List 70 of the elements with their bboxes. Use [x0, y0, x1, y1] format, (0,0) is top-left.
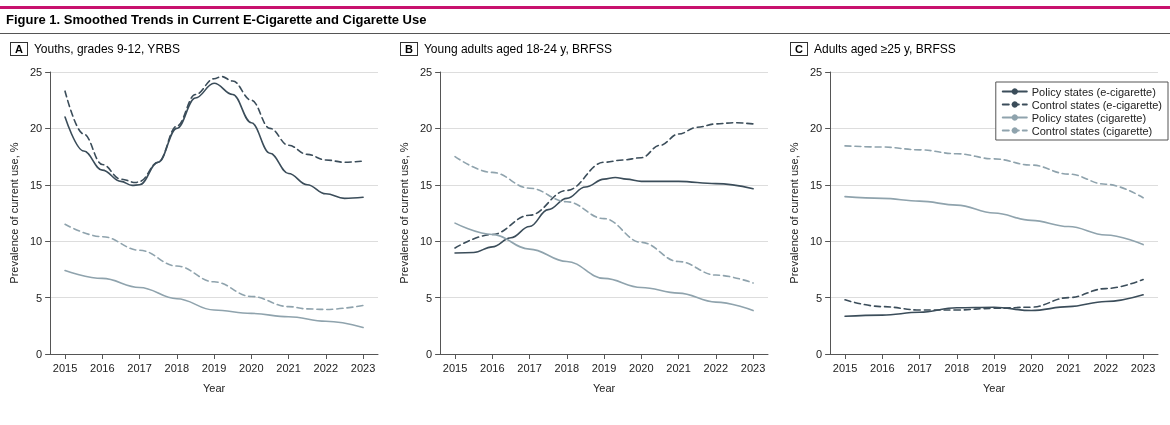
- line-series: [454, 155, 754, 284]
- x-tick-label: 2019: [981, 361, 1007, 374]
- x-tick-label: 2021: [276, 361, 301, 374]
- line-series: [64, 223, 364, 311]
- y-tick-label: 15: [809, 178, 823, 191]
- y-tick-label: 0: [36, 348, 43, 360]
- x-tick-label: 2016: [480, 361, 505, 374]
- x-tick-label: 2023: [1130, 361, 1156, 374]
- x-tick-label: 2017: [517, 361, 542, 374]
- line-series: [454, 121, 754, 249]
- x-axis-title: Year: [202, 381, 226, 394]
- chart-subtitle: A: [10, 42, 28, 56]
- y-tick-label: 20: [419, 122, 433, 135]
- y-tick-label: 15: [29, 178, 43, 191]
- chart-subtitle: B: [400, 42, 418, 56]
- legend-label: Policy states (cigarette): [1031, 111, 1147, 124]
- x-tick-label: 2016: [870, 361, 895, 374]
- x-tick-label: 2019: [201, 361, 227, 374]
- x-tick-label: 2022: [703, 361, 729, 374]
- y-tick-label: 5: [816, 291, 823, 304]
- y-tick-label: 25: [29, 66, 43, 78]
- y-tick-label: 20: [29, 122, 43, 135]
- x-tick-label: 2018: [554, 361, 580, 374]
- x-tick-label: 2017: [127, 361, 152, 374]
- y-tick-label: 10: [419, 235, 433, 248]
- x-tick-label: 2017: [907, 361, 932, 374]
- x-axis-title: Year: [982, 381, 1006, 394]
- y-tick-label: 5: [36, 291, 43, 304]
- chart-title: Young adults aged 18-24 y, BRFSS: [423, 42, 613, 56]
- line-series: [844, 145, 1144, 199]
- x-tick-label: 2020: [1019, 361, 1044, 374]
- chart-title: Youths, grades 9-12, YRBS: [33, 42, 181, 56]
- x-tick-label: 2023: [350, 361, 376, 374]
- chart-title: Adults aged ≥25 y, BRFSS: [813, 42, 956, 56]
- x-tick-label: 2016: [90, 361, 115, 374]
- legend-label: Control states (e-cigarette): [1031, 98, 1162, 111]
- y-tick-label: 5: [426, 291, 433, 304]
- chart-subtitle: C: [790, 42, 808, 56]
- y-tick-label: 25: [809, 66, 823, 78]
- line-series: [454, 176, 754, 254]
- y-tick-label: 25: [419, 66, 433, 78]
- y-tick-label: 0: [426, 348, 433, 360]
- x-tick-label: 2021: [1056, 361, 1081, 374]
- caption: Figure 1. Smoothed Trends in Current E-Cigarette and Cigarette Use: [0, 6, 1170, 34]
- x-tick-label: 2019: [591, 361, 617, 374]
- y-axis-title: Prevalence of current use, %: [397, 142, 410, 284]
- x-tick-label: 2020: [239, 361, 264, 374]
- line-series: [844, 195, 1144, 246]
- x-tick-label: 2020: [629, 361, 654, 374]
- x-tick-label: 2023: [740, 361, 766, 374]
- legend-label: Control states (cigarette): [1031, 124, 1153, 137]
- line-series: [64, 269, 364, 329]
- y-tick-label: 15: [419, 178, 433, 191]
- legend-label: Policy states (e-cigarette): [1031, 85, 1156, 98]
- x-tick-label: 2015: [52, 361, 78, 374]
- y-axis-title: Prevalence of current use, %: [787, 142, 800, 284]
- y-tick-label: 10: [809, 235, 823, 248]
- y-tick-label: 10: [29, 235, 43, 248]
- x-tick-label: 2022: [313, 361, 339, 374]
- y-tick-label: 0: [816, 348, 823, 360]
- line-series: [454, 222, 754, 312]
- x-tick-label: 2022: [1093, 361, 1119, 374]
- x-axis-title: Year: [592, 381, 616, 394]
- x-tick-label: 2021: [666, 361, 691, 374]
- x-tick-label: 2015: [442, 361, 468, 374]
- x-tick-label: 2018: [944, 361, 970, 374]
- y-axis-title: Prevalence of current use, %: [7, 142, 20, 284]
- x-tick-label: 2018: [164, 361, 190, 374]
- x-tick-label: 2015: [832, 361, 858, 374]
- y-tick-label: 20: [809, 122, 823, 135]
